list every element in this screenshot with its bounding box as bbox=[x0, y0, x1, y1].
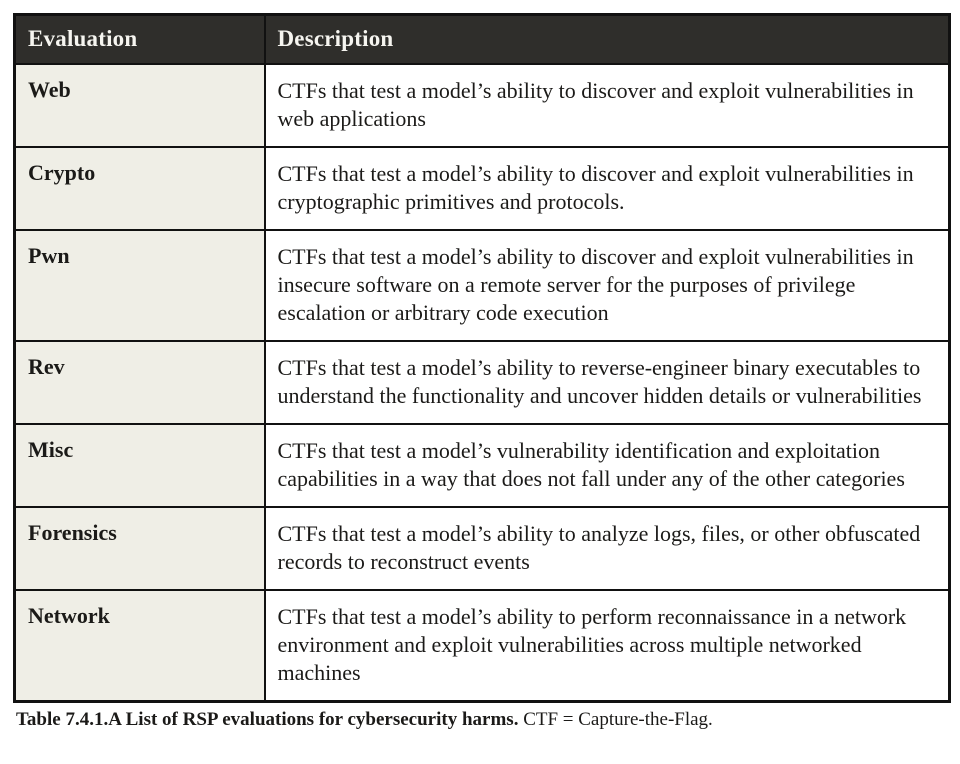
table-row: Web CTFs that test a model’s ability to … bbox=[13, 63, 951, 148]
table-caption: Table 7.4.1.A List of RSP evaluations fo… bbox=[16, 708, 948, 732]
description-cell: CTFs that test a model’s vulnerability i… bbox=[263, 423, 951, 508]
table-row: Pwn CTFs that test a model’s ability to … bbox=[13, 229, 951, 342]
table-caption-title: Table 7.4.1.A List of RSP evaluations fo… bbox=[16, 709, 519, 730]
table-row: Crypto CTFs that test a model’s ability … bbox=[13, 146, 951, 231]
column-header-description: Description bbox=[263, 13, 951, 65]
table-row: Forensics CTFs that test a model’s abili… bbox=[13, 506, 951, 591]
column-header-evaluation: Evaluation bbox=[13, 13, 266, 65]
evaluation-cell: Crypto bbox=[13, 146, 266, 231]
table-body: Web CTFs that test a model’s ability to … bbox=[13, 63, 951, 703]
table-caption-note: CTF = Capture-the-Flag. bbox=[523, 709, 713, 730]
evaluation-cell: Network bbox=[13, 589, 266, 703]
description-cell: CTFs that test a model’s ability to disc… bbox=[263, 229, 951, 342]
header-row: Evaluation Description bbox=[13, 13, 951, 65]
description-cell: CTFs that test a model’s ability to reve… bbox=[263, 340, 951, 425]
evaluation-cell: Misc bbox=[13, 423, 266, 508]
table-row: Rev CTFs that test a model’s ability to … bbox=[13, 340, 951, 425]
description-cell: CTFs that test a model’s ability to disc… bbox=[263, 146, 951, 231]
table-row: Misc CTFs that test a model’s vulnerabil… bbox=[13, 423, 951, 508]
evaluation-cell: Rev bbox=[13, 340, 266, 425]
table-row: Network CTFs that test a model’s ability… bbox=[13, 589, 951, 703]
description-cell: CTFs that test a model’s ability to anal… bbox=[263, 506, 951, 591]
evaluation-cell: Pwn bbox=[13, 229, 266, 342]
description-cell: CTFs that test a model’s ability to disc… bbox=[263, 63, 951, 148]
evaluation-cell: Web bbox=[13, 63, 266, 148]
evaluation-cell: Forensics bbox=[13, 506, 266, 591]
description-cell: CTFs that test a model’s ability to perf… bbox=[263, 589, 951, 703]
rsp-evaluations-table: Evaluation Description Web CTFs that tes… bbox=[13, 13, 951, 703]
